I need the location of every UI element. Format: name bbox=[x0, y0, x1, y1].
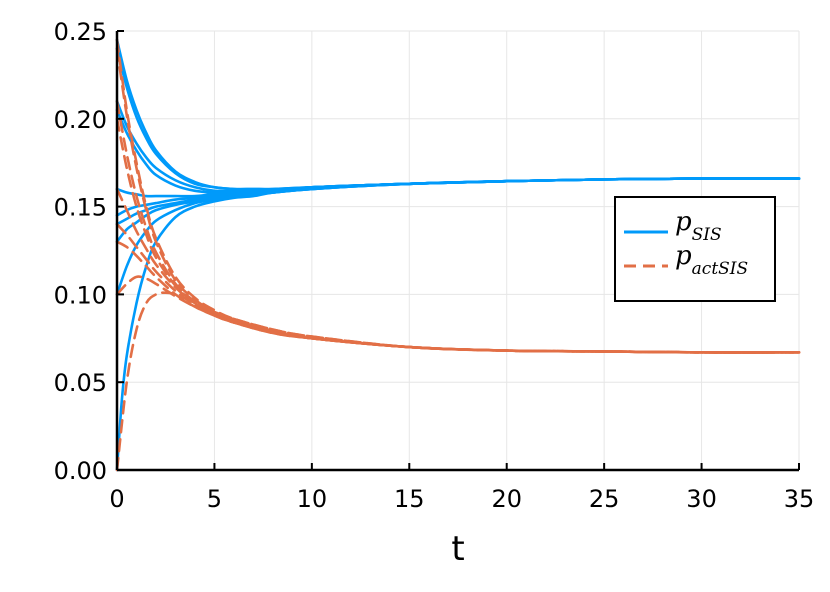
legend-label-actsis-main: p bbox=[675, 241, 692, 271]
legend-label-sis-main: p bbox=[675, 207, 692, 237]
x-tick-label: 30 bbox=[686, 485, 717, 513]
y-tick-label: 0.20 bbox=[54, 106, 107, 134]
series-line-actsis bbox=[115, 291, 801, 472]
y-tick-label: 0.15 bbox=[54, 194, 107, 222]
x-tick-label: 10 bbox=[297, 485, 328, 513]
legend: pSIS pactSIS bbox=[614, 196, 776, 302]
legend-label-sis: pSIS bbox=[675, 207, 722, 245]
x-tick-label: 15 bbox=[394, 485, 425, 513]
legend-label-actsis: pactSIS bbox=[675, 241, 748, 279]
series-line-actsis bbox=[115, 275, 801, 354]
y-tick-label: 0.10 bbox=[54, 281, 107, 309]
y-tick-label: 0.25 bbox=[54, 18, 107, 46]
y-tick-label: 0.00 bbox=[54, 457, 107, 485]
legend-box bbox=[614, 196, 776, 302]
x-tick-label: 0 bbox=[109, 485, 124, 513]
y-tick-label: 0.05 bbox=[54, 369, 107, 397]
x-tick-label: 35 bbox=[784, 485, 815, 513]
legend-label-actsis-sub: actSIS bbox=[692, 259, 749, 279]
x-tick-label: 5 bbox=[207, 485, 222, 513]
x-tick-label: 25 bbox=[589, 485, 620, 513]
tick-labels: 0 5 10 15 20 25 30 35 0.00 0.05 0.10 0.15 0.20 0.25 bbox=[54, 18, 815, 513]
series-lines bbox=[115, 38, 801, 472]
series-line-sis bbox=[115, 177, 801, 472]
x-axis-title: t bbox=[451, 529, 464, 569]
x-tick-label: 20 bbox=[491, 485, 522, 513]
axes bbox=[115, 30, 800, 472]
legend-label-sis-sub: SIS bbox=[692, 225, 722, 245]
